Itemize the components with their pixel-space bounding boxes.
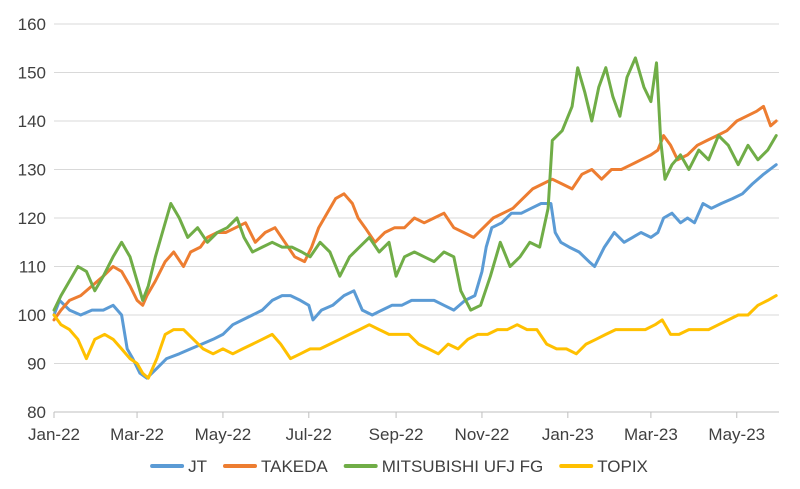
- y-tick-label: 100: [18, 306, 46, 325]
- series-lines: [52, 56, 778, 380]
- legend: JT TAKEDA MITSUBISHI UFJ FG TOPIX: [150, 457, 648, 476]
- x-tick-label: Jul-22: [286, 425, 332, 444]
- y-tick-label: 130: [18, 161, 46, 180]
- legend-item: TOPIX: [559, 457, 648, 476]
- legend-label: TAKEDA: [261, 457, 328, 476]
- y-tick-label: 150: [18, 64, 46, 83]
- legend-label: MITSUBISHI UFJ FG: [382, 457, 544, 476]
- y-tick-label: 80: [27, 403, 46, 422]
- x-tick-label: Jan-22: [28, 425, 80, 444]
- series-line-jt: [52, 163, 778, 380]
- x-tick-label: May-22: [195, 425, 252, 444]
- y-tick-label: 110: [19, 258, 46, 277]
- y-tick-label: 140: [18, 112, 46, 131]
- x-tick-label: Mar-22: [110, 425, 164, 444]
- x-tick-label: Nov-22: [455, 425, 510, 444]
- x-tick-label: Mar-23: [624, 425, 678, 444]
- legend-item: TAKEDA: [223, 457, 328, 476]
- legend-label: JT: [188, 457, 207, 476]
- series-line-topix: [52, 294, 778, 380]
- gridlines: [54, 23, 779, 364]
- x-tick-label: May-23: [708, 425, 765, 444]
- y-tick-label: 90: [27, 355, 46, 374]
- series-line-mitsubishi-ufj-fg: [52, 56, 778, 312]
- x-tick-label: Jan-23: [542, 425, 594, 444]
- y-tick-label: 120: [18, 209, 46, 228]
- axes: 80 90 100 110 120 130 140 150 160 Jan-22 Mar-22 May…: [18, 15, 779, 444]
- series-line-takeda: [52, 104, 778, 322]
- legend-item: JT: [150, 457, 207, 476]
- legend-item: MITSUBISHI UFJ FG: [343, 457, 544, 476]
- x-tick-label: Sep-22: [369, 425, 424, 444]
- y-tick-label: 160: [18, 15, 46, 34]
- legend-label: TOPIX: [597, 457, 648, 476]
